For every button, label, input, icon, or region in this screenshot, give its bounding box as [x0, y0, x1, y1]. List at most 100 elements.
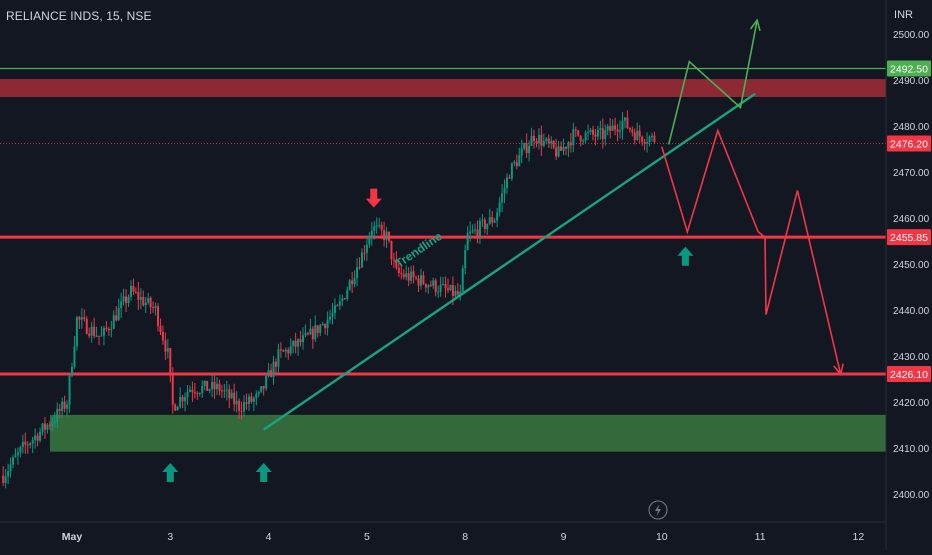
candle-body [34, 435, 37, 440]
candle-body [218, 383, 221, 391]
candle-body [341, 298, 344, 302]
candle-body [127, 296, 130, 303]
bullish-projection-arrowhead [749, 18, 761, 32]
up-arrow-icon [677, 246, 694, 266]
price-tag-label: 2455.85 [890, 232, 928, 244]
candle-body [594, 134, 597, 137]
candle-body [505, 177, 508, 188]
bullish-projection [667, 20, 758, 145]
y-tick-label: 2470.00 [893, 168, 930, 179]
candle-body [39, 431, 42, 441]
candle-body [302, 335, 305, 343]
candle-body [360, 252, 363, 268]
candle-body [287, 349, 290, 354]
candle-body [279, 349, 282, 351]
candle-body [166, 348, 169, 352]
candle-body [385, 231, 388, 240]
candle-body [619, 130, 622, 132]
candle-body [650, 135, 653, 138]
candle-body [363, 252, 366, 254]
candle-body [260, 386, 263, 392]
candle-body [574, 129, 577, 131]
candle-body [400, 273, 403, 275]
up-arrow-shape [255, 463, 272, 482]
candle-body [314, 325, 317, 340]
candle-body [380, 224, 383, 231]
candle-body [626, 117, 629, 129]
candle-body [75, 317, 78, 347]
candle-body [476, 229, 479, 237]
levels-layer [0, 67, 886, 376]
candle-body [211, 381, 214, 390]
candle-body [368, 236, 371, 245]
lightning-icon-bolt[interactable] [655, 504, 661, 516]
candle-body [61, 401, 64, 411]
candle-body [373, 226, 376, 231]
candle-body [427, 285, 430, 288]
candle-body [265, 376, 268, 389]
candle-body [503, 187, 506, 194]
candle-body [601, 128, 604, 140]
candle-body [186, 391, 189, 398]
candle-body [628, 128, 631, 130]
candle-body [584, 132, 587, 141]
candle-body [122, 296, 125, 302]
price-tag-label: 2426.10 [890, 369, 928, 381]
candle-body [169, 348, 172, 375]
candle-body [36, 435, 39, 441]
candle-body [4, 476, 7, 483]
y-tick-label: 2400.00 [893, 490, 930, 501]
x-tick-label: 5 [364, 531, 370, 543]
resistance-zone [0, 79, 886, 98]
candle-body [90, 326, 93, 336]
candle-body [646, 142, 649, 144]
lightning-icon[interactable] [648, 500, 668, 520]
candle-body [338, 301, 341, 306]
candle-body [274, 361, 277, 367]
candle-body [481, 219, 484, 221]
candle-body [523, 143, 526, 149]
x-tick-label: 8 [462, 531, 468, 543]
candle-body [29, 443, 32, 446]
y-tick-label: 2460.00 [893, 214, 930, 225]
candle-body [294, 340, 297, 347]
price-tag [887, 229, 931, 246]
candle-body [196, 393, 199, 395]
candle-body [520, 148, 523, 156]
x-tick-label: 10 [656, 531, 668, 543]
candle-body [331, 312, 334, 317]
candle-body [434, 280, 437, 292]
zones-layer [0, 79, 886, 452]
price-tag-label: 2476.20 [890, 138, 928, 150]
candle-body [56, 408, 59, 422]
candle-body [324, 324, 327, 329]
candle-body [117, 308, 120, 321]
candle-body [73, 346, 76, 367]
candle-body [233, 392, 236, 405]
candle-body [439, 284, 442, 292]
candle-body [496, 212, 499, 221]
candle-body [100, 335, 103, 337]
candle-body [636, 130, 639, 141]
candle-body [63, 401, 66, 409]
candle-body [461, 268, 464, 292]
candle-body [176, 406, 179, 411]
candle-body [321, 324, 324, 326]
candle-body [535, 140, 538, 144]
candle-body [292, 340, 295, 347]
candle-body [284, 349, 287, 352]
price-tag-label: 2492.50 [890, 64, 928, 76]
candle-body [623, 117, 626, 121]
lightning-icon-ring[interactable] [648, 500, 668, 520]
trendline[interactable] [263, 92, 756, 431]
support-zone [50, 414, 886, 452]
up-arrow-icon [255, 463, 272, 482]
price-tag [887, 365, 931, 382]
candle-body [319, 325, 322, 333]
candle-body [547, 138, 550, 144]
candle-body [343, 298, 346, 300]
candle-body [555, 147, 558, 157]
